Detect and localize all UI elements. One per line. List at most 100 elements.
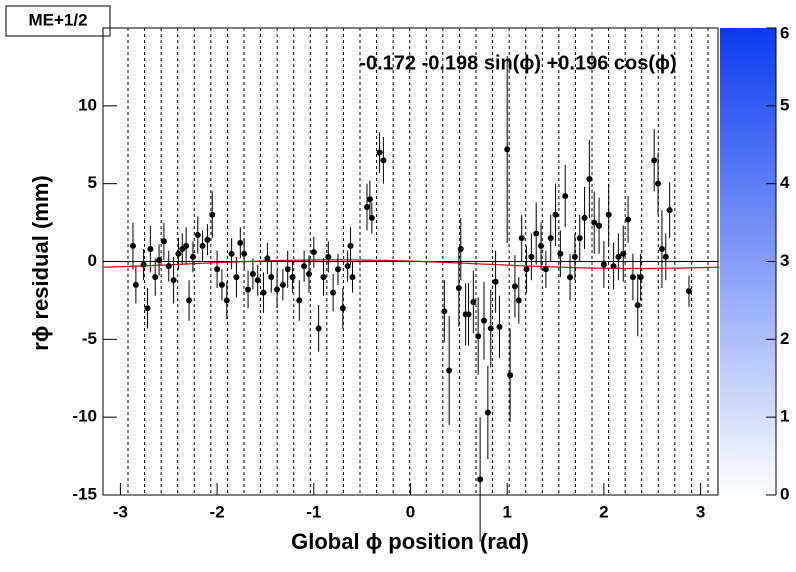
y-tick-label: -10 [72,407,97,426]
data-point [344,263,351,270]
y-tick-label: -5 [82,329,97,348]
data-point [170,277,177,284]
data-point [518,235,525,242]
data-point [446,367,453,374]
data-point [533,230,540,237]
data-point [279,281,286,288]
data-point [441,308,448,315]
data-point [160,238,167,245]
data-point [214,266,221,273]
data-point [605,211,612,218]
x-axis-label: Global ϕ position (rad) [291,529,529,554]
data-point [484,409,491,416]
data-point [140,261,147,268]
z-tick-label: 4 [780,173,790,192]
z-tick-label: 2 [780,329,789,348]
data-point [528,253,535,260]
data-point [591,219,598,226]
data-point [284,266,291,273]
data-point [655,180,662,187]
data-point [233,274,240,281]
data-point [542,266,549,273]
data-point [557,250,564,257]
data-point [366,196,373,203]
data-point [132,281,139,288]
data-point [301,263,308,270]
data-point [296,297,303,304]
x-tick-label: -3 [113,502,128,521]
data-point [496,323,503,330]
data-point [562,193,569,200]
z-tick-label: 0 [780,484,789,503]
data-point [349,274,356,281]
data-point [347,242,354,249]
data-point [289,274,296,281]
data-point [685,288,692,295]
z-tick-label: 5 [780,95,789,114]
data-point [189,253,196,260]
data-point [465,311,472,318]
data-point [245,286,252,293]
data-point [152,274,159,281]
data-point [538,242,545,249]
chart-title: ME+1/2 [28,10,87,29]
data-point [376,149,383,156]
data-point [315,325,322,332]
data-point [249,270,256,277]
data-point [310,249,317,256]
data-point [339,305,346,312]
data-point [662,253,669,260]
x-tick-label: -1 [306,502,321,521]
data-point [129,242,136,249]
data-point [567,274,574,281]
x-tick-label: 3 [696,502,705,521]
data-point [305,270,312,277]
data-point [581,214,588,221]
data-point [330,289,337,296]
x-tick-label: 1 [502,502,511,521]
data-point [165,263,172,270]
data-point [576,235,583,242]
x-tick-label: 0 [406,502,415,521]
data-point [637,274,644,281]
data-point [629,274,636,281]
data-point [455,284,462,291]
data-point [237,239,244,246]
data-point [194,232,201,239]
y-tick-label: 10 [78,95,97,114]
data-point [571,253,578,260]
data-point [368,214,375,221]
data-point [228,250,235,257]
data-point [264,255,271,262]
data-point [320,274,327,281]
data-point [492,278,499,285]
data-point [147,246,154,253]
data-point [457,246,464,253]
data-point [515,297,522,304]
data-point [610,263,617,270]
data-point [218,281,225,288]
data-point [600,261,607,268]
data-point [363,204,370,211]
data-point [651,157,658,164]
data-point [183,242,190,249]
data-point [552,211,559,218]
data-point [223,297,230,304]
x-tick-label: -2 [210,502,225,521]
data-point [511,283,518,290]
data-point [186,297,193,304]
data-point [241,250,248,257]
data-point [209,211,216,218]
data-point [596,222,603,229]
data-point [204,236,211,243]
data-point [380,157,387,164]
data-point [658,246,665,253]
fit-annotation: -0.172 -0.198 sin(ϕ) +0.196 cos(ϕ) [359,52,676,74]
data-point [507,372,514,379]
data-point [254,277,261,284]
y-tick-label: -15 [72,484,97,503]
data-point [268,274,275,281]
title-box [5,5,111,37]
data-point [615,253,622,260]
